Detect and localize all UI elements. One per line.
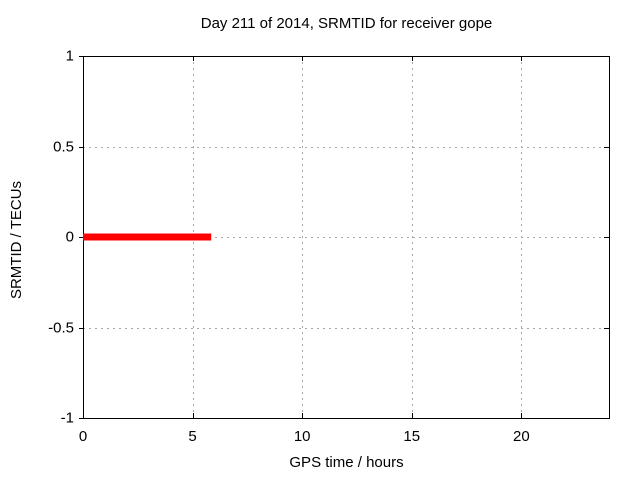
y-tick-label: 1: [65, 47, 74, 65]
x-axis-title: GPS time / hours: [289, 454, 404, 471]
x-tick-label: 20: [512, 428, 530, 445]
chart-title: Day 211 of 2014, SRMTID for receiver gop…: [200, 15, 493, 32]
y-tick-label: 0: [65, 228, 74, 246]
x-tick-label: 10: [293, 428, 311, 445]
x-tick-label: 15: [403, 428, 421, 445]
x-tick-label: 5: [188, 428, 197, 445]
y-tick-label: -0.5: [48, 319, 74, 336]
y-tick-label: -1: [60, 409, 74, 427]
x-tick-label: 0: [78, 428, 88, 445]
y-tick-label: 0.5: [53, 138, 74, 155]
